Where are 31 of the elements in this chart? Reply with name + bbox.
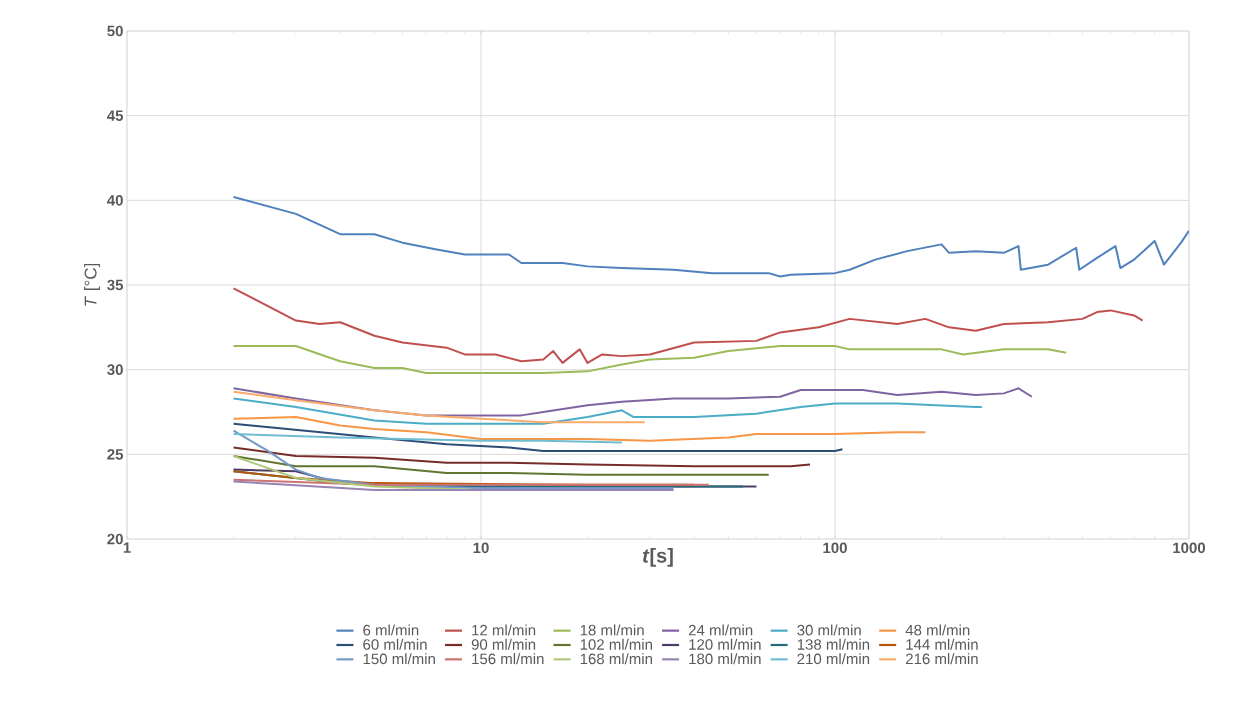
legend-label: 138 ml/min	[797, 638, 870, 650]
legend-label: 6 ml/min	[363, 624, 419, 636]
legend-label: 90 ml/min	[471, 638, 536, 650]
y-axis-title: T [°C]	[84, 263, 100, 306]
legend-label: 168 ml/min	[580, 653, 652, 665]
y-tick-label: 25	[107, 449, 124, 460]
legend-label: 24 ml/min	[688, 624, 753, 636]
x-axis-title: t[s]	[642, 547, 673, 567]
legend-label: 12 ml/min	[472, 624, 536, 636]
legend-label: 18 ml/min	[580, 624, 644, 636]
y-tick-label: 45	[107, 110, 124, 121]
legend-label: 210 ml/min	[797, 653, 870, 665]
y-tick-label: 35	[107, 279, 124, 291]
legend-label: 102 ml/min	[580, 638, 652, 650]
y-tick-label: 50	[107, 25, 123, 37]
legend-label: 30 ml/min	[797, 624, 861, 636]
y-tick-label: 20	[107, 533, 123, 545]
legend-label: 144 ml/min	[906, 638, 978, 650]
legend-label: 156 ml/min	[472, 653, 544, 665]
x-tick-label: 100	[823, 542, 847, 554]
x-tick-label: 1	[123, 542, 131, 553]
x-tick-label: 10	[473, 542, 489, 554]
legend-label: 120 ml/min	[689, 638, 761, 650]
legend-label: 150 ml/min	[363, 653, 435, 665]
legend-label: 216 ml/min	[906, 653, 978, 665]
y-tick-label: 30	[107, 364, 123, 375]
legend-label: 180 ml/min	[689, 653, 761, 665]
legend-label: 60 ml/min	[363, 638, 427, 650]
x-tick-label: 1000	[1173, 542, 1206, 554]
y-tick-label: 40	[107, 195, 123, 206]
legend-label: 48 ml/min	[905, 624, 970, 636]
